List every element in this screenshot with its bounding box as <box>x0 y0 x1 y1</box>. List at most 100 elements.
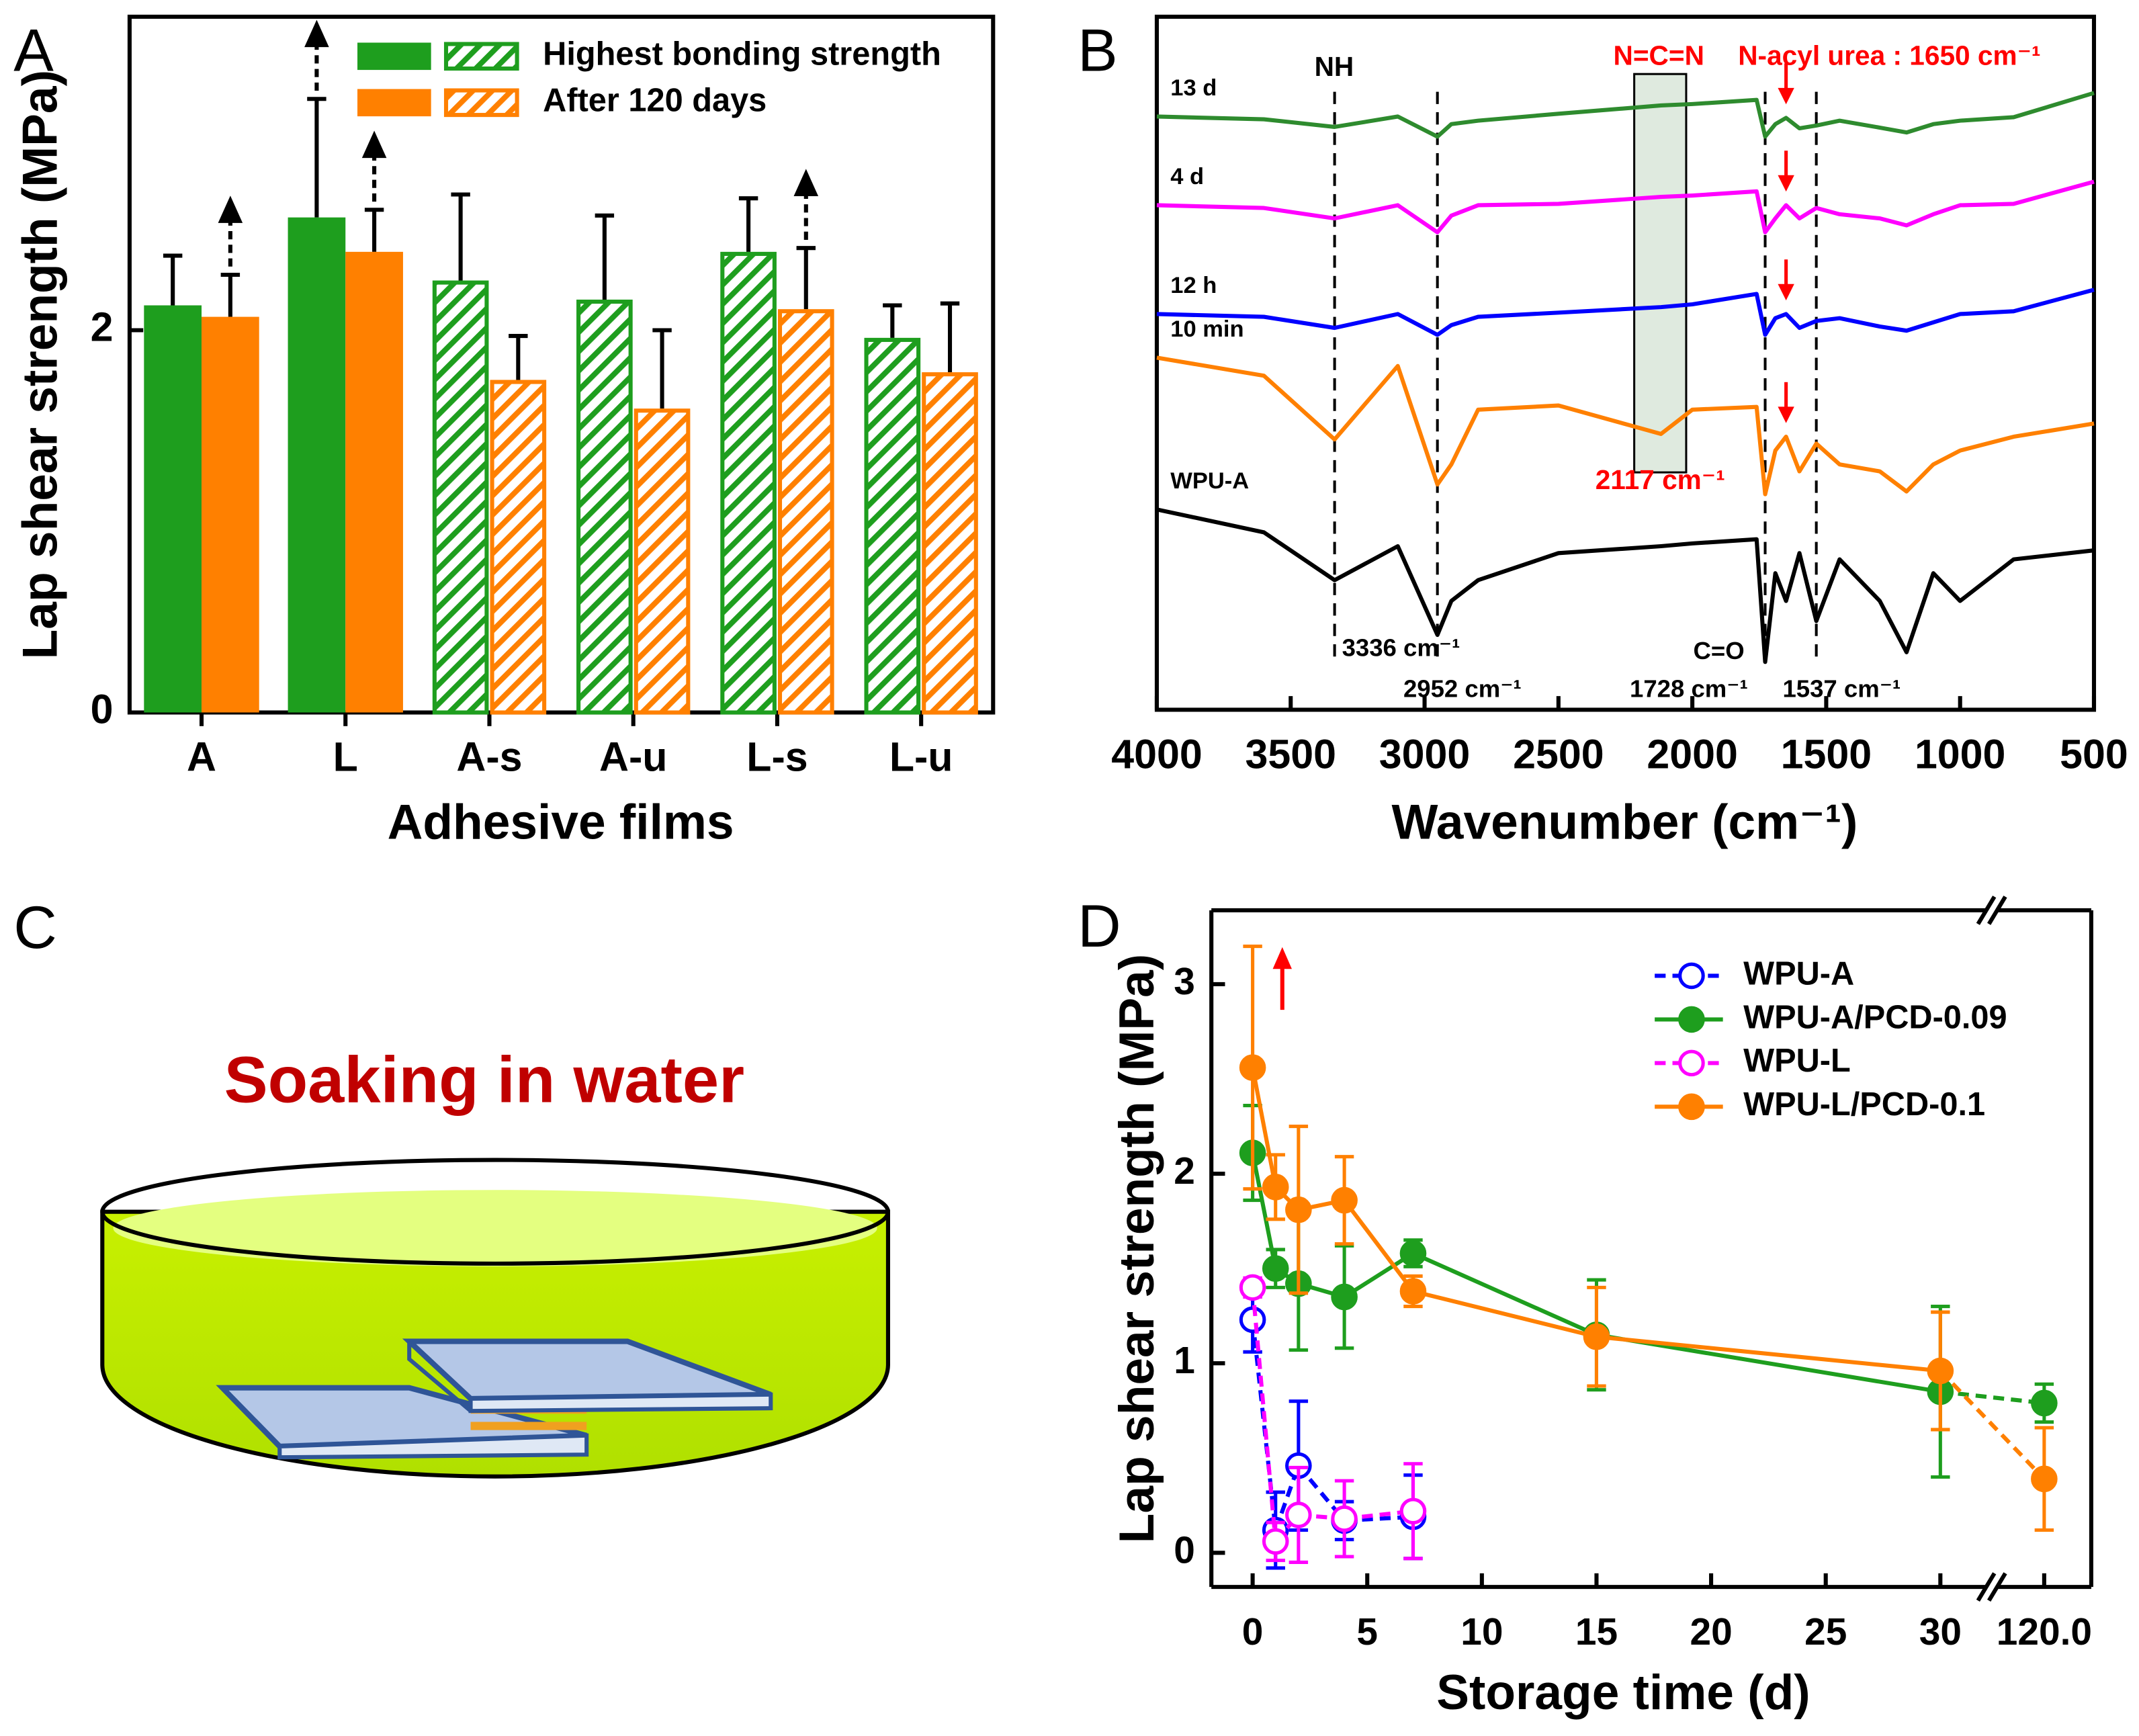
spectrum <box>1156 288 2095 337</box>
legend-label: WPU-A/PCD-0.09 <box>1743 999 2007 1035</box>
marker <box>1331 1505 1358 1532</box>
y-tick-label: 2 <box>1174 1150 1195 1192</box>
bar <box>576 299 633 715</box>
plate-edge <box>277 1433 589 1460</box>
axis-break <box>1987 1572 2007 1602</box>
legend-marker <box>1678 962 1705 990</box>
panel-label: B <box>1078 16 1118 83</box>
marker <box>1239 1274 1266 1301</box>
legend-swatch <box>443 42 519 71</box>
bar <box>345 251 403 713</box>
legend-marker <box>1678 1093 1705 1121</box>
y-tick-label: 1 <box>1174 1340 1195 1382</box>
x-axis-label: Wavenumber (cm⁻¹) <box>1392 795 1858 849</box>
plate-edge <box>468 1392 773 1414</box>
spectrum <box>1156 179 2095 234</box>
bar <box>202 316 259 713</box>
annotation: N-acyl urea : 1650 cm⁻¹ <box>1738 40 2040 71</box>
legend-swatch <box>357 89 431 117</box>
bar <box>144 305 202 713</box>
marker <box>2031 1389 2058 1417</box>
line-segment <box>1939 1369 2046 1481</box>
legend-label: Highest bonding strength <box>543 36 941 73</box>
series-label: 13 d <box>1170 75 1217 101</box>
peak-arrow-head <box>1778 87 1794 105</box>
marker <box>1262 1174 1289 1201</box>
red-arrow <box>1272 947 1292 1010</box>
line-segment <box>1412 1289 1598 1339</box>
marker <box>1262 1528 1289 1555</box>
annotation: 1537 cm⁻¹ <box>1782 675 1901 703</box>
x-tick-label: 5 <box>1356 1611 1378 1653</box>
x-tick-label: A-s <box>456 734 522 780</box>
y-tick-label: 2 <box>91 304 114 350</box>
x-tick-label: 25 <box>1804 1611 1847 1653</box>
series-label: 4 d <box>1170 164 1204 189</box>
marker <box>2031 1465 2058 1493</box>
marker <box>1927 1357 1954 1385</box>
x-tick-label: L-s <box>746 734 807 780</box>
marker <box>1399 1278 1427 1305</box>
x-tick-label: 3000 <box>1379 732 1471 777</box>
arrow-head <box>304 19 329 48</box>
peak-arrow-head <box>1778 406 1794 423</box>
panel-label: C <box>13 894 57 961</box>
line-segment <box>1250 1287 1278 1542</box>
annotation: 1728 cm⁻¹ <box>1630 675 1748 703</box>
x-axis-label: Storage time (d) <box>1436 1665 1810 1720</box>
legend-marker <box>1678 1049 1705 1077</box>
x-tick-label: 10 <box>1460 1611 1503 1653</box>
plot-frame <box>127 14 996 715</box>
spectrum <box>1156 91 2095 139</box>
x-tick-label: A-u <box>599 734 667 780</box>
bar <box>720 251 777 715</box>
plot-frame <box>1154 14 2097 712</box>
bar <box>432 280 489 715</box>
series-label: WPU-A <box>1170 468 1249 494</box>
x-tick-label: 30 <box>1919 1611 1962 1653</box>
line-segment <box>1412 1251 1598 1337</box>
plate-side <box>407 1341 472 1413</box>
legend-label: WPU-L/PCD-0.1 <box>1743 1086 1985 1123</box>
y-tick-label: 3 <box>1174 961 1195 1003</box>
arrow-head <box>361 130 387 159</box>
x-tick-label: A <box>187 734 216 780</box>
marker <box>1331 1186 1358 1214</box>
marker <box>1285 1502 1312 1528</box>
x-tick-label: L <box>333 734 358 780</box>
panel-label: A <box>13 16 54 83</box>
peak-arrow-head <box>1778 284 1794 301</box>
x-tick-label: 0 <box>1242 1611 1264 1653</box>
annotation: NH <box>1315 51 1354 82</box>
x-tick-label: 3500 <box>1245 732 1336 777</box>
x-tick-label: 1000 <box>1915 732 2006 777</box>
series-label: 10 min <box>1170 316 1243 342</box>
marker <box>1239 1054 1266 1081</box>
x-tick-label: 15 <box>1575 1611 1618 1653</box>
axis-break <box>1976 896 1997 925</box>
axis-break <box>1987 896 2007 925</box>
bar <box>288 217 346 713</box>
bar <box>777 309 834 715</box>
x-tick-label: L-u <box>889 734 953 780</box>
marker <box>1285 1196 1312 1223</box>
annotation: N=C=N <box>1614 40 1704 71</box>
highlight-band <box>1633 73 1688 474</box>
y-axis-label: Lap shear strength (MPa) <box>13 70 67 659</box>
bar <box>922 372 978 715</box>
panel-title: Soaking in water <box>224 1043 744 1117</box>
annotation: 3336 cm⁻¹ <box>1342 634 1460 662</box>
line-segment <box>1596 1334 1941 1373</box>
annotation: 2117 cm⁻¹ <box>1596 464 1725 495</box>
marker <box>1239 1306 1266 1334</box>
marker <box>1399 1498 1427 1525</box>
series-label: 12 h <box>1170 273 1217 298</box>
x-tick-label: 4000 <box>1111 732 1203 777</box>
legend-swatch <box>357 42 431 71</box>
marker <box>1331 1283 1358 1311</box>
arrow-head <box>218 196 243 223</box>
line-segment <box>1250 1067 1278 1188</box>
spectrum <box>1156 355 2095 496</box>
line-segment <box>1939 1389 2045 1405</box>
